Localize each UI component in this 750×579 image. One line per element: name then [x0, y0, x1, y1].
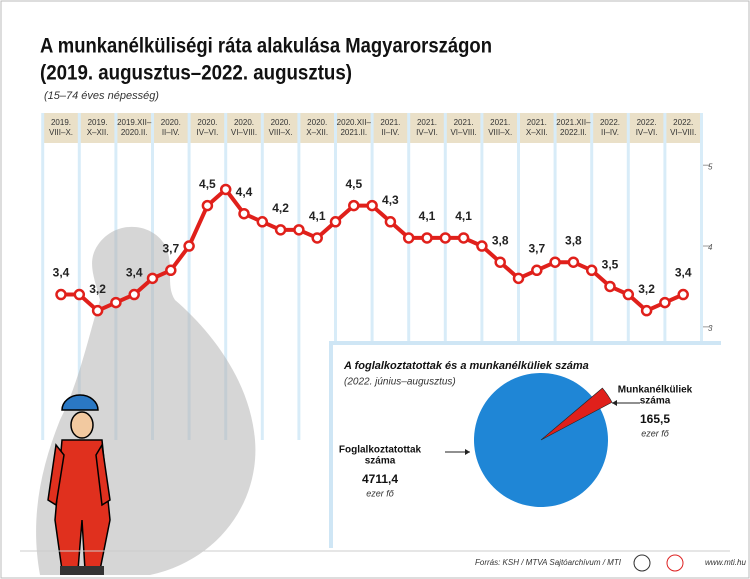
- point: [494, 256, 506, 268]
- x-tick-label: 2021. VI–VIII.: [450, 118, 476, 137]
- point: [238, 207, 250, 220]
- point: [91, 304, 104, 317]
- value-label: 4,1: [455, 209, 472, 223]
- point: [183, 240, 195, 252]
- point: [549, 256, 561, 268]
- slice-label: Foglalkoztatottak száma: [339, 444, 422, 466]
- line-chart: 3 4 5 3,4 3,2 3,4 3,7 4,5 4,4 4,2 4,1 4,5 4,3 4,1 4,1 3…: [53, 162, 713, 333]
- point: [165, 264, 177, 277]
- x-tick-label: 2020. IV–VI.: [197, 118, 219, 137]
- x-tick-label: 2020. VI–VIII.: [231, 118, 257, 137]
- x-tick-label: 2019. X–XII.: [87, 118, 109, 137]
- point: [384, 216, 397, 228]
- logo: [633, 554, 651, 572]
- x-tick-label: 2020. VIII–X.: [269, 118, 293, 137]
- x-tick-label: 2021. IV–VI.: [416, 118, 438, 137]
- point: [348, 199, 360, 212]
- point: [567, 256, 580, 268]
- value-label: 3,7: [162, 241, 179, 255]
- value-label: 3,8: [492, 233, 509, 247]
- source: Forrás: KSH / MTVA Sajtóarchívum / MTI: [475, 558, 622, 567]
- pie-panel-border: [329, 341, 721, 548]
- subtitle: (2019. augusztus–2022. augusztus): [40, 62, 352, 85]
- worker: [47, 394, 111, 575]
- value-label: 3,4: [675, 266, 692, 280]
- point: [366, 199, 378, 212]
- slice-value: 165,5: [640, 412, 670, 426]
- value-label: 3,5: [602, 258, 619, 272]
- point: [604, 280, 616, 293]
- value-label: 3,2: [89, 282, 106, 296]
- pie-title: A foglalkoztatottak és a munkanélküliek …: [343, 360, 589, 372]
- value-label: 4,5: [199, 177, 216, 191]
- x-tick-label: 2020.XII– 2021.II.: [337, 118, 372, 137]
- value-label: 4,4: [236, 185, 253, 199]
- title: A munkanélküliségi ráta alakulása Magyar…: [40, 35, 492, 58]
- slice-unit: ezer fő: [366, 488, 395, 498]
- x-tick-label: 2022. II–IV.: [600, 118, 620, 137]
- note: (15–74 éves népesség): [44, 90, 159, 102]
- x-tick-label: 2021. II–IV.: [380, 118, 400, 137]
- arrow-head: [465, 449, 470, 455]
- x-tick-label: 2021. X–XII.: [526, 118, 548, 137]
- x-tick-label: 2020. II–IV.: [161, 118, 181, 137]
- point: [476, 240, 488, 252]
- value-label: 3,7: [528, 241, 545, 255]
- y-tick-label: 3: [708, 324, 713, 333]
- value-label: 4,1: [419, 209, 436, 223]
- value-label: 3,8: [565, 233, 582, 247]
- slice-unit: ezer fő: [641, 428, 670, 438]
- point: [329, 216, 342, 228]
- point: [585, 264, 598, 277]
- x-tick-label: 2019.XII– 2020.II.: [117, 118, 152, 137]
- logo: [666, 554, 684, 572]
- point: [256, 216, 269, 228]
- value-label: 3,4: [126, 266, 143, 280]
- pie-subtitle: (2022. június–augusztus): [344, 377, 456, 388]
- point: [457, 232, 470, 244]
- point: [640, 304, 653, 317]
- point: [274, 224, 287, 236]
- slice-label: Munkanélküliek száma: [618, 384, 693, 406]
- point: [512, 272, 525, 285]
- pie-chart: A foglalkoztatottak és a munkanélküliek …: [339, 360, 693, 507]
- value-label: 4,5: [345, 177, 362, 191]
- y-tick-label: 5: [708, 162, 713, 171]
- value-label: 4,2: [272, 201, 289, 215]
- value-label: 4,1: [309, 209, 326, 223]
- x-tick-label: 2022. VI–VIII.: [670, 118, 696, 137]
- point: [219, 183, 232, 196]
- point: [293, 224, 305, 236]
- pie-slice: [540, 387, 613, 441]
- point: [531, 264, 543, 277]
- point: [73, 288, 86, 301]
- point: [421, 232, 433, 244]
- arrow-head: [612, 400, 617, 406]
- point: [402, 232, 415, 244]
- point: [677, 288, 689, 301]
- y-tick-label: 4: [708, 243, 713, 252]
- point: [201, 199, 214, 212]
- point: [439, 232, 452, 244]
- value-label: 4,3: [382, 193, 399, 207]
- point: [311, 232, 323, 244]
- point: [128, 288, 140, 301]
- slice-value: 4711,4: [362, 472, 398, 486]
- x-tick-label: 2022. IV–VI.: [636, 118, 658, 137]
- point: [55, 288, 67, 301]
- x-tick-label: 2020. X–XII.: [306, 118, 328, 137]
- point: [622, 288, 635, 301]
- url: www.mti.hu: [705, 558, 746, 567]
- point: [659, 296, 671, 309]
- value-label: 3,4: [53, 266, 70, 280]
- x-tick-label: 2019. VIII–X.: [49, 118, 73, 137]
- value-label: 3,2: [638, 282, 655, 296]
- x-tick-label: 2021.XII– 2022.II.: [556, 118, 591, 137]
- x-tick-label: 2021. VIII–X.: [488, 118, 512, 137]
- point: [110, 296, 122, 309]
- point: [146, 272, 159, 285]
